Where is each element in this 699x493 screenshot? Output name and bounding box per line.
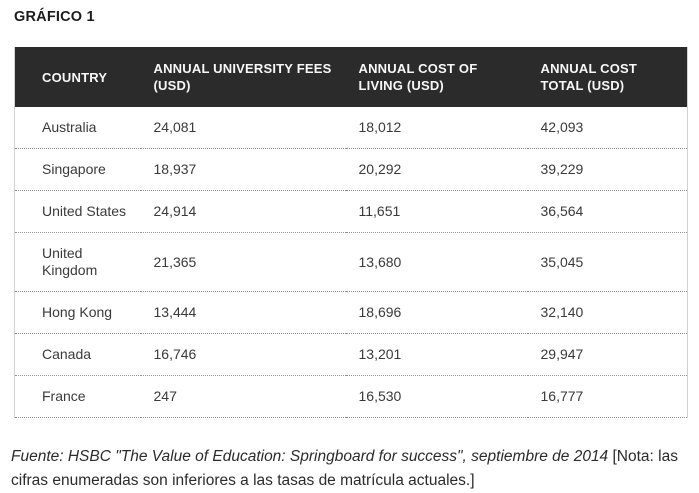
cell-country: Canada [14,333,141,376]
cell-cost-total: 36,564 [527,190,688,233]
source-note: Fuente: HSBC "The Value of Education: Sp… [11,445,693,493]
cell-university-fees: 21,365 [140,232,346,292]
data-table: COUNTRY ANNUAL UNIVERSITY FEES (USD) ANN… [14,47,688,418]
header-row: COUNTRY ANNUAL UNIVERSITY FEES (USD) ANN… [14,47,688,107]
cell-country: Singapore [14,148,141,191]
table-row: Canada 16,746 13,201 29,947 [14,333,688,376]
cell-cost-of-living: 20,292 [345,148,528,191]
table-row: Hong Kong 13,444 18,696 32,140 [14,291,688,334]
source-note-remark: [Nota: las cifras enumeradas son inferio… [11,447,678,489]
cell-cost-total: 32,140 [527,291,688,334]
table-row: France 247 16,530 16,777 [14,375,688,418]
table-row: United States 24,914 11,651 36,564 [14,190,688,233]
table-row: United Kingdom 21,365 13,680 35,045 [14,232,688,292]
cell-cost-total: 39,229 [527,148,688,191]
cell-country: France [14,375,141,418]
cell-university-fees: 24,914 [140,190,346,233]
cell-cost-total: 42,093 [527,107,688,149]
figure-title: GRÁFICO 1 [14,9,95,25]
cell-cost-of-living: 13,680 [345,232,528,292]
cell-country: Australia [14,107,141,149]
column-header-university-fees: ANNUAL UNIVERSITY FEES (USD) [140,47,346,107]
cell-cost-of-living: 18,012 [345,107,528,149]
cell-university-fees: 16,746 [140,333,346,376]
table-header: COUNTRY ANNUAL UNIVERSITY FEES (USD) ANN… [14,47,688,107]
column-header-country: COUNTRY [14,47,141,107]
cell-cost-of-living: 18,696 [345,291,528,334]
cell-university-fees: 13,444 [140,291,346,334]
cell-cost-of-living: 16,530 [345,375,528,418]
cell-cost-of-living: 11,651 [345,190,528,233]
table-body: Australia 24,081 18,012 42,093 Singapore… [14,107,688,418]
table-row: Singapore 18,937 20,292 39,229 [14,148,688,191]
cell-university-fees: 247 [140,375,346,418]
cell-cost-total: 29,947 [527,333,688,376]
cell-cost-total: 35,045 [527,232,688,292]
cell-cost-total: 16,777 [527,375,688,418]
cell-country: Hong Kong [14,291,141,334]
cell-country: United Kingdom [14,232,141,292]
table-container: COUNTRY ANNUAL UNIVERSITY FEES (USD) ANN… [14,47,688,418]
cell-university-fees: 18,937 [140,148,346,191]
cell-cost-of-living: 13,201 [345,333,528,376]
column-header-cost-total: ANNUAL COST TOTAL (USD) [527,47,688,107]
cell-country: United States [14,190,141,233]
table-row: Australia 24,081 18,012 42,093 [14,107,688,149]
source-citation: Fuente: HSBC "The Value of Education: Sp… [11,447,609,465]
column-header-cost-of-living: ANNUAL COST OF LIVING (USD) [345,47,528,107]
cell-university-fees: 24,081 [140,107,346,149]
